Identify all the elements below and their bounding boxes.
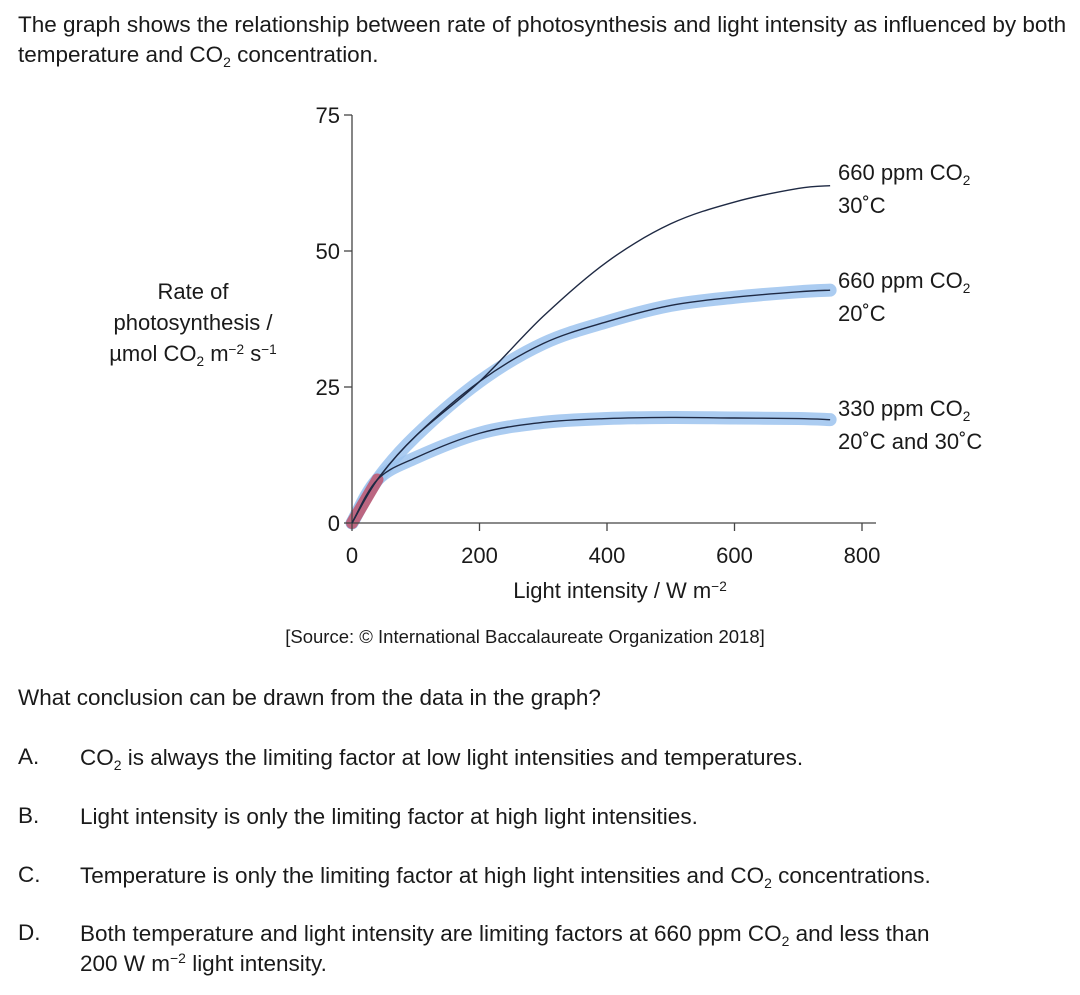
series-line-0 [351, 185, 831, 524]
option-b-text[interactable]: Light intensity is only the limiting fac… [80, 804, 698, 829]
series-line-2 [351, 416, 831, 524]
option-d-letter[interactable]: D. [18, 920, 41, 945]
question-text: What conclusion can be drawn from the da… [18, 685, 601, 710]
series-highlight-1 [345, 283, 837, 530]
series-label-660-30: 660 ppm CO2 30˚C [838, 160, 971, 218]
y-tick-label-0: 0 [328, 511, 340, 536]
series-label-660-20: 660 ppm CO2 20˚C [838, 268, 971, 326]
tick-labels: 0 25 50 75 0 200 400 600 800 [316, 103, 881, 568]
option-b-letter[interactable]: B. [18, 803, 40, 828]
series-label-330: 330 ppm CO2 20˚C and 30˚C [838, 396, 983, 454]
intro-text: The graph shows the relationship between… [18, 12, 1067, 70]
chart-axes [344, 114, 876, 531]
series-line-1 [351, 289, 831, 524]
x-tick-label-400: 400 [589, 543, 626, 568]
y-tick-label-75: 75 [316, 103, 340, 128]
x-axis-label: Light intensity / W m−2 [513, 578, 727, 603]
y-tick-label-50: 50 [316, 239, 340, 264]
y-tick-label-25: 25 [316, 375, 340, 400]
y-axis-label: Rate of photosynthesis / µmol CO2 m−2 s−… [109, 279, 277, 369]
option-a-text[interactable]: CO2 is always the limiting factor at low… [80, 745, 804, 773]
option-a-letter[interactable]: A. [18, 744, 40, 769]
source-citation: [Source: © International Baccalaureate O… [285, 626, 765, 647]
x-tick-label-0: 0 [346, 543, 358, 568]
photosynthesis-chart: 0 25 50 75 0 200 400 600 800 [316, 103, 881, 568]
x-tick-label-200: 200 [461, 543, 498, 568]
series-highlights [345, 283, 837, 530]
x-tick-label-800: 800 [844, 543, 881, 568]
option-c-letter[interactable]: C. [18, 862, 41, 887]
series-lines [351, 185, 831, 524]
option-c-text[interactable]: Temperature is only the limiting factor … [80, 863, 931, 891]
option-d-text[interactable]: Both temperature and light intensity are… [80, 921, 930, 976]
x-tick-label-600: 600 [716, 543, 753, 568]
